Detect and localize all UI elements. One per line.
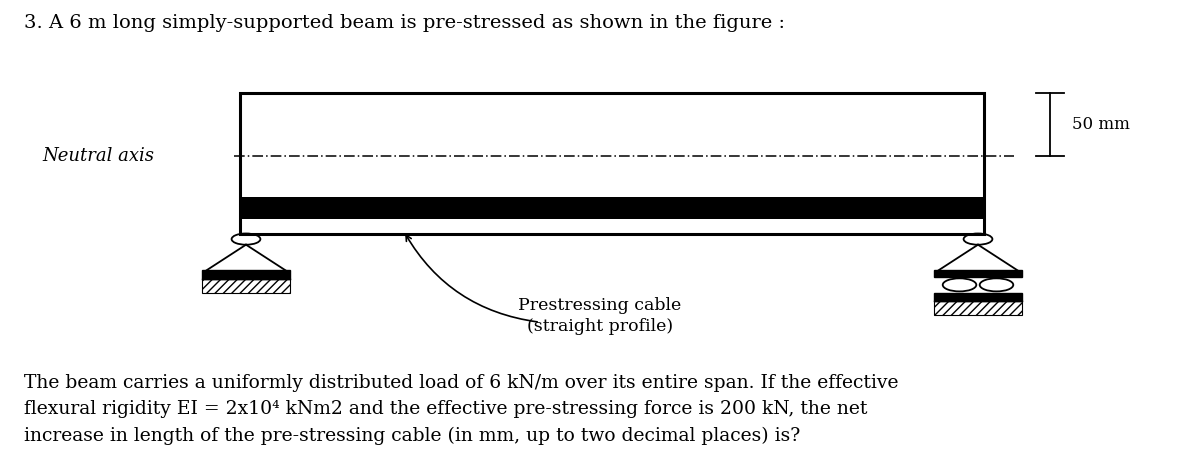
Bar <box>935 270 1021 277</box>
Bar <box>935 293 1021 301</box>
Text: Neutral axis: Neutral axis <box>42 148 154 165</box>
Text: (straight profile): (straight profile) <box>527 318 673 335</box>
Bar <box>240 93 984 234</box>
Bar <box>203 270 289 279</box>
Text: The beam carries a uniformly distributed load of 6 kN/m over its entire span. If: The beam carries a uniformly distributed… <box>24 374 899 445</box>
Text: 3. A 6 m long simply-supported beam is pre-stressed as shown in the figure :: 3. A 6 m long simply-supported beam is p… <box>24 14 785 32</box>
Text: 50 mm: 50 mm <box>1072 116 1129 134</box>
Bar <box>240 197 984 219</box>
Bar <box>935 301 1021 315</box>
Text: Prestressing cable: Prestressing cable <box>518 297 682 314</box>
Bar <box>203 279 289 293</box>
